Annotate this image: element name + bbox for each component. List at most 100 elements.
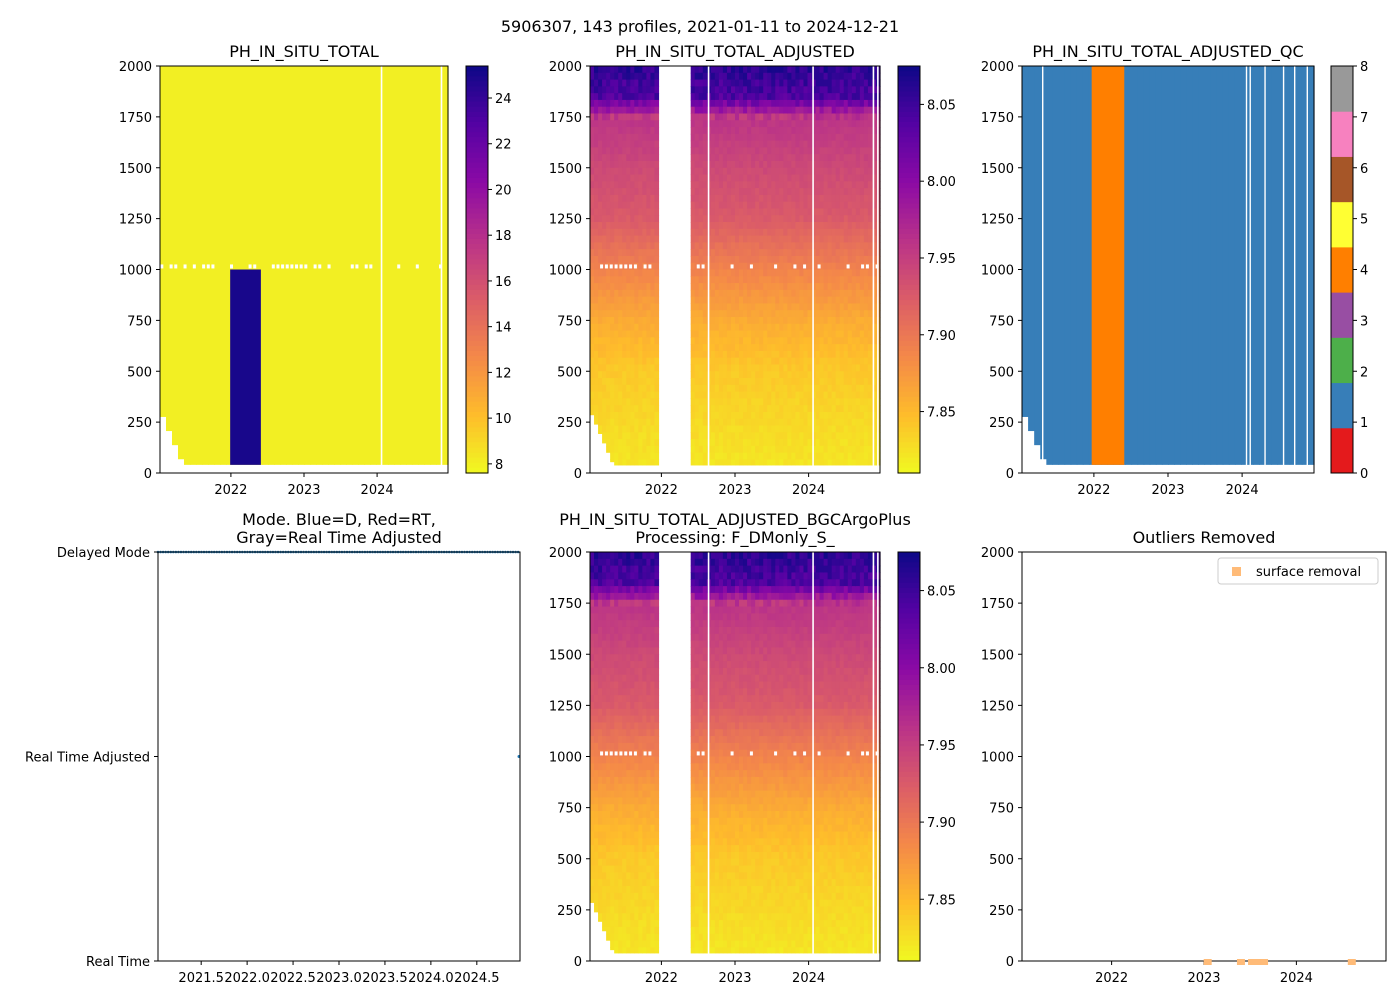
heatmap-cell <box>630 681 635 689</box>
heatmap-cell <box>642 140 647 148</box>
heatmap-cell <box>594 790 599 798</box>
heatmap-cell <box>839 147 845 155</box>
heatmap-cell <box>747 310 752 318</box>
heatmap-cell <box>602 708 607 717</box>
heatmap-cell <box>803 147 809 155</box>
heatmap-cell <box>863 249 869 257</box>
heatmap-cell <box>759 364 764 372</box>
heatmap-cell <box>751 208 756 216</box>
heatmap-cell <box>606 283 611 291</box>
heatmap-cell <box>843 215 849 223</box>
heatmap-cell <box>835 323 841 332</box>
heatmap-cell <box>843 350 849 359</box>
heatmap-cell <box>779 215 784 223</box>
heatmap-cell <box>803 228 809 237</box>
heatmap-cell <box>819 208 825 216</box>
heatmap-cell <box>855 283 861 291</box>
heatmap-cell <box>730 215 736 223</box>
heatmap-cell <box>614 592 619 601</box>
heatmap-cell <box>726 188 732 196</box>
heatmap-cell <box>851 378 857 386</box>
heatmap-cell <box>654 425 660 433</box>
heatmap-cell <box>787 445 792 454</box>
heatmap-column <box>208 66 215 465</box>
heatmap-cell <box>827 113 833 121</box>
heatmap-cell <box>739 99 744 108</box>
heatmap-cell <box>630 310 635 318</box>
heatmap-cell <box>763 222 768 230</box>
heatmap-cell <box>779 133 784 142</box>
heatmap-cell <box>626 255 631 264</box>
heatmap-cell <box>767 445 772 454</box>
heatmap-cell <box>827 289 833 298</box>
heatmap-cell <box>767 181 772 189</box>
heatmap-cell <box>642 337 647 345</box>
heatmap-cell <box>763 405 768 413</box>
heatmap-cell <box>767 106 772 115</box>
heatmap-cell <box>646 106 652 115</box>
heatmap-cell <box>807 188 813 196</box>
heatmap-cell <box>827 228 833 237</box>
heatmap-cell <box>622 886 627 894</box>
heatmap-cell <box>638 72 643 81</box>
heatmap-cell <box>823 167 829 176</box>
heatmap-cell <box>759 147 764 155</box>
heatmap-cell <box>726 303 732 311</box>
heatmap-cell <box>646 364 652 372</box>
heatmap-cell <box>634 66 639 74</box>
heatmap-cell <box>803 269 809 277</box>
heatmap-cell <box>650 242 656 250</box>
heatmap-cell <box>694 405 700 413</box>
colorbar-gradient-step <box>898 457 920 464</box>
heatmap-cell <box>871 222 877 230</box>
heatmap-cell <box>606 72 611 81</box>
heatmap-cell <box>590 681 595 689</box>
heatmap-cell <box>622 715 627 724</box>
heatmap-cell <box>779 289 784 298</box>
heatmap-cell <box>690 215 696 223</box>
heatmap-cell <box>787 188 792 196</box>
heatmap-cell <box>622 72 627 81</box>
heatmap-cell <box>602 357 607 366</box>
heatmap-cell <box>759 398 764 406</box>
heatmap-cell <box>606 742 611 751</box>
heatmap-cell <box>775 398 780 406</box>
heatmap-cell <box>815 310 821 318</box>
heatmap-cell <box>606 133 611 142</box>
heatmap-cell <box>767 411 772 420</box>
heatmap-cell <box>622 633 627 642</box>
heatmap-cell <box>823 283 829 291</box>
heatmap-cell <box>626 167 631 176</box>
heatmap-cell <box>590 405 595 413</box>
heatmap-cell <box>847 357 853 366</box>
heatmap-cell <box>819 235 825 243</box>
heatmap-cell <box>787 350 792 359</box>
heatmap-cell <box>867 106 873 115</box>
heatmap-cell <box>871 269 877 277</box>
heatmap-cell <box>827 222 833 230</box>
y-tick-label: Real Time <box>86 955 150 970</box>
heatmap-cell <box>803 337 809 345</box>
heatmap-cell <box>751 167 756 176</box>
heatmap-cell <box>791 364 797 372</box>
heatmap-cell <box>851 310 857 318</box>
heatmap-cell <box>698 384 704 393</box>
heatmap-cell <box>638 208 643 216</box>
heatmap-cell <box>863 337 869 345</box>
colorbar-gradient-step <box>898 467 920 474</box>
heatmap-cell <box>763 249 768 257</box>
heatmap-cell <box>618 940 623 948</box>
heatmap-cell <box>626 160 631 169</box>
heatmap-cell <box>718 439 724 447</box>
heatmap-cell <box>839 86 845 94</box>
heatmap-cell <box>602 647 607 655</box>
heatmap-cell <box>598 913 603 921</box>
heatmap-cell <box>839 242 845 250</box>
heatmap-cell <box>614 140 619 148</box>
heatmap-cell <box>735 66 740 74</box>
heatmap-cell <box>614 364 619 372</box>
heatmap-cell <box>847 160 853 169</box>
heatmap-cell <box>594 194 599 203</box>
heatmap-cell <box>743 222 748 230</box>
heatmap-cell <box>779 255 784 264</box>
